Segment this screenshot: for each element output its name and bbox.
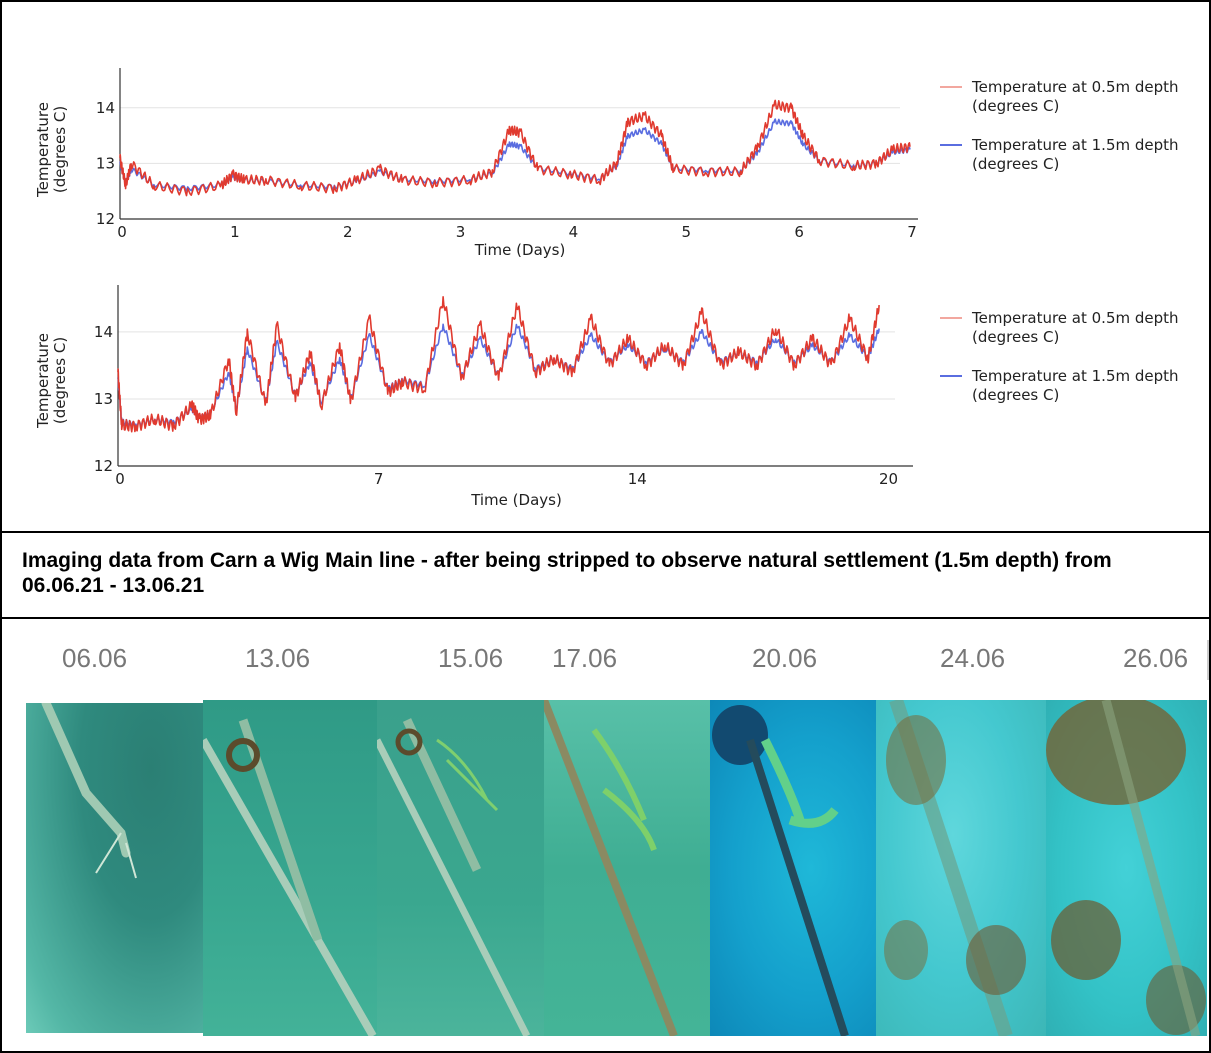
image-date-label: 13.06 — [245, 643, 311, 673]
rope-photo-1706 — [544, 700, 712, 1036]
y-tick-label: 12 — [96, 210, 115, 228]
legend-label: (degrees C) — [972, 386, 1059, 404]
y-axis-label: Temperature — [34, 102, 52, 198]
legend-label: Temperature at 0.5m depth — [971, 309, 1179, 327]
rope-photo-1506 — [377, 700, 547, 1036]
divider-charts-caption — [0, 531, 1211, 533]
legend-label: (degrees C) — [972, 328, 1059, 346]
x-tick-label: 4 — [569, 223, 579, 241]
x-tick-label: 5 — [682, 223, 692, 241]
y-tick-label: 13 — [94, 390, 113, 408]
x-tick-label: 0 — [115, 470, 125, 488]
series-line — [117, 296, 880, 433]
x-axis-label: Time (Days) — [470, 491, 562, 509]
rope-photo-0606 — [26, 703, 204, 1033]
x-tick-label: 7 — [374, 470, 384, 488]
rope-photo-1306 — [203, 700, 378, 1036]
image-date-label: 17.06 — [552, 643, 618, 673]
y-axis-label: (degrees C) — [51, 106, 69, 193]
legend-label: Temperature at 1.5m depth — [971, 367, 1179, 385]
scroll-edge — [1207, 640, 1209, 680]
y-tick-label: 14 — [94, 323, 113, 341]
rope-photo-2406 — [876, 700, 1048, 1036]
y-axis-label: (degrees C) — [51, 337, 69, 424]
legend-label: (degrees C) — [972, 97, 1059, 115]
divider-caption-images — [0, 617, 1211, 619]
legend-label: Temperature at 1.5m depth — [971, 136, 1179, 154]
legend-label: Temperature at 0.5m depth — [971, 78, 1179, 96]
x-tick-label: 6 — [794, 223, 804, 241]
x-axis-label: Time (Days) — [474, 241, 566, 259]
imaging-caption: Imaging data from Carn a Wig Main line -… — [22, 549, 1112, 597]
x-tick-label: 3 — [456, 223, 466, 241]
x-tick-label: 20 — [879, 470, 898, 488]
rope-photo-2006 — [710, 700, 878, 1036]
y-axis-label: Temperature — [34, 333, 52, 429]
y-tick-label: 14 — [96, 99, 115, 117]
rope-photo-2606 — [1046, 700, 1207, 1036]
y-tick-label: 13 — [96, 154, 115, 172]
x-tick-label: 7 — [907, 223, 917, 241]
series-line — [119, 99, 911, 197]
image-date-label: 24.06 — [940, 643, 1006, 673]
x-tick-label: 14 — [628, 470, 647, 488]
x-tick-label: 2 — [343, 223, 353, 241]
image-date-label: 06.06 — [62, 643, 128, 673]
image-date-label: 15.06 — [438, 643, 504, 673]
image-date-label: 20.06 — [752, 643, 818, 673]
y-tick-label: 12 — [94, 457, 113, 475]
image-date-label: 26.06 — [1123, 643, 1189, 673]
x-tick-label: 1 — [230, 223, 240, 241]
legend-label: (degrees C) — [972, 155, 1059, 173]
x-tick-label: 0 — [117, 223, 127, 241]
